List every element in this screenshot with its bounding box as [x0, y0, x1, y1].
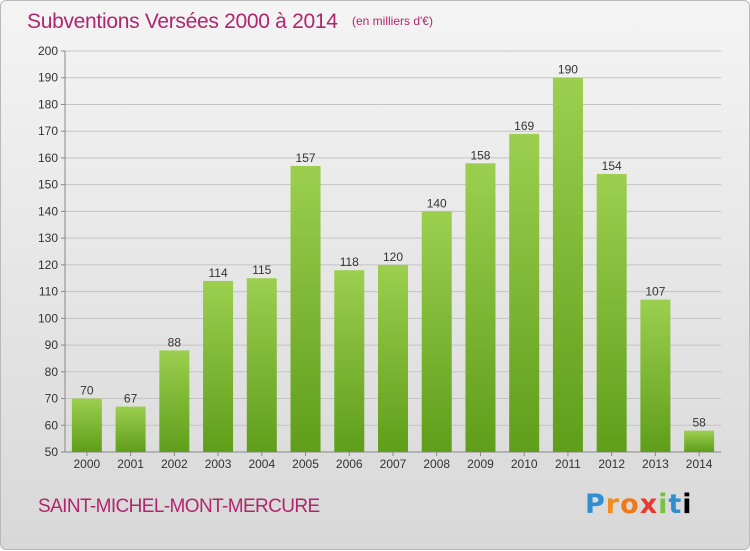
- proxiti-logo: Proxiti: [585, 489, 693, 520]
- bar: [159, 350, 190, 452]
- bar: [509, 133, 540, 452]
- data-label: 190: [558, 63, 578, 77]
- data-label: 114: [208, 266, 227, 280]
- y-tick-label: 180: [38, 97, 58, 111]
- x-tick-label: 2013: [642, 457, 669, 471]
- logo-letter: i: [658, 489, 669, 520]
- y-tick-label: 60: [45, 418, 59, 432]
- y-tick-label: 130: [38, 231, 58, 245]
- bar: [640, 299, 671, 452]
- y-tick-label: 160: [38, 151, 58, 165]
- y-tick-label: 110: [39, 285, 58, 299]
- logo-letter: t: [668, 489, 683, 520]
- data-label: 88: [168, 335, 182, 349]
- logo-letter: r: [605, 489, 621, 520]
- bar: [684, 430, 715, 452]
- x-tick-label: 2009: [467, 457, 494, 471]
- data-label: 58: [692, 416, 706, 430]
- data-label: 120: [383, 250, 403, 264]
- data-label: 157: [296, 151, 316, 165]
- logo-letter: i: [682, 489, 693, 520]
- y-tick-label: 190: [38, 71, 58, 85]
- bar: [71, 398, 102, 452]
- x-ticks: 2000 2001 2002 2003 2004 2005 2006 2007 2008 2009…: [74, 452, 713, 471]
- data-label: 115: [252, 263, 271, 277]
- logo-letter: x: [639, 489, 659, 520]
- x-tick-label: 2001: [117, 457, 144, 471]
- bar: [290, 165, 321, 452]
- x-tick-label: 2012: [598, 457, 625, 471]
- data-label: 169: [514, 119, 534, 133]
- x-tick-label: 2006: [336, 457, 363, 471]
- y-tick-label: 150: [38, 178, 58, 192]
- x-tick-label: 2014: [686, 457, 713, 471]
- x-tick-label: 2004: [248, 457, 275, 471]
- x-tick-label: 2005: [292, 457, 319, 471]
- y-tick-label: 90: [45, 338, 59, 352]
- x-tick-label: 2011: [555, 457, 581, 471]
- bar: [596, 173, 627, 452]
- y-tick-label: 80: [45, 365, 59, 379]
- y-tick-label: 100: [38, 311, 58, 325]
- chart-title: Subventions Versées 2000 à 2014: [27, 10, 338, 33]
- bar: [246, 278, 277, 452]
- data-label: 140: [427, 196, 447, 210]
- y-tick-label: 140: [38, 204, 58, 218]
- data-label: 70: [80, 384, 94, 398]
- data-label: 158: [470, 148, 490, 162]
- bar: [421, 211, 452, 452]
- data-label: 107: [645, 285, 665, 299]
- y-tick-label: 200: [38, 44, 58, 58]
- data-label: 118: [340, 255, 359, 269]
- data-label: 67: [124, 392, 138, 406]
- bar: [465, 163, 496, 452]
- bars: 70 67 88 114 115 157 118 120 140 158 169 190 154 107 5…: [71, 63, 715, 452]
- y-ticks: 50 60 70 80 90 100 110 120 130 140 150 160 170 180 190…: [38, 44, 65, 459]
- logo-letter: o: [620, 489, 640, 520]
- x-tick-label: 2002: [161, 457, 188, 471]
- logo-letter: P: [585, 489, 606, 520]
- chart-unit: (en milliers d'€): [352, 14, 433, 28]
- data-label: 154: [602, 159, 622, 173]
- y-tick-label: 50: [45, 445, 59, 459]
- bar: [115, 406, 146, 452]
- y-tick-label: 70: [45, 392, 59, 406]
- bar: [334, 270, 365, 452]
- x-tick-label: 2010: [511, 457, 538, 471]
- x-tick-label: 2007: [380, 457, 407, 471]
- y-tick-label: 120: [38, 258, 58, 272]
- bar: [378, 264, 408, 452]
- y-tick-label: 170: [38, 124, 58, 138]
- x-tick-label: 2008: [423, 457, 450, 471]
- x-tick-label: 2003: [205, 457, 232, 471]
- bar: [552, 77, 583, 452]
- bar: [203, 280, 234, 452]
- x-tick-label: 2000: [74, 457, 101, 471]
- commune-name: SAINT-MICHEL-MONT-MERCURE: [38, 496, 320, 517]
